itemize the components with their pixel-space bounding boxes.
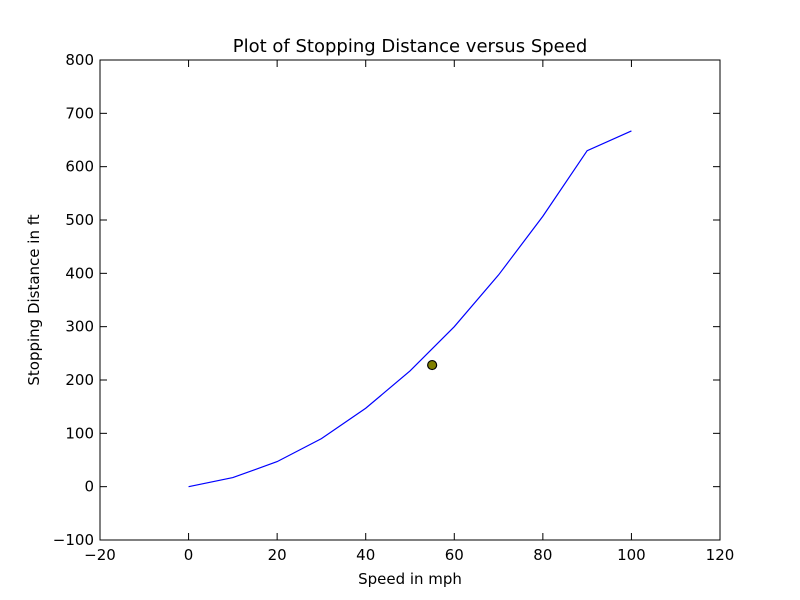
highlight-point <box>427 359 438 371</box>
ticks-layer: −20 0 20 40 60 80 100 120 −100 0 100 200 300 400 500 60… <box>53 51 735 564</box>
y-tick-label: 300 <box>65 318 94 336</box>
series-line <box>188 130 632 488</box>
y-axis-label: Stopping Distance in ft <box>25 214 43 385</box>
y-tick-label: 700 <box>65 104 94 122</box>
x-tick-label: 20 <box>268 546 287 564</box>
x-tick-label: 40 <box>356 546 375 564</box>
y-tick-label: 400 <box>65 264 94 282</box>
y-tick-label: 200 <box>65 371 94 389</box>
y-tick-label: −100 <box>53 531 94 549</box>
x-tick-label: −20 <box>84 546 116 564</box>
x-tick-label: 0 <box>184 546 194 564</box>
series-layer <box>188 130 632 488</box>
x-tick-label: 80 <box>533 546 552 564</box>
x-tick-label: 60 <box>445 546 464 564</box>
y-tick-label: 600 <box>65 158 94 176</box>
chart-title: Plot of Stopping Distance versus Speed <box>233 36 588 57</box>
y-tick-label: 500 <box>65 211 94 229</box>
y-tick-label: 800 <box>65 51 94 69</box>
plot-frame <box>99 59 721 541</box>
x-tick-label: 120 <box>706 546 735 564</box>
x-tick-label: 100 <box>617 546 646 564</box>
y-tick-label: 0 <box>84 478 94 496</box>
x-axis-label: Speed in mph <box>358 570 462 588</box>
y-tick-label: 100 <box>65 424 94 442</box>
